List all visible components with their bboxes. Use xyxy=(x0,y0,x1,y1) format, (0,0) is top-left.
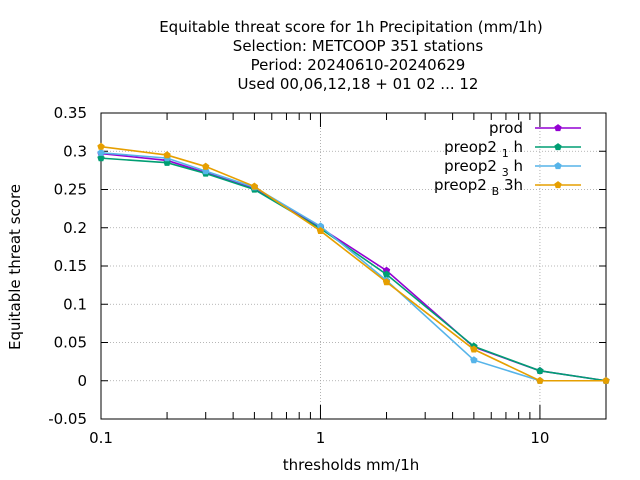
data-point xyxy=(250,182,259,190)
data-point xyxy=(316,226,325,234)
data-point xyxy=(536,376,544,384)
data-point xyxy=(97,142,105,150)
y-tick-label: 0.1 xyxy=(63,295,87,313)
series-line xyxy=(100,151,606,382)
y-tick-label: 0 xyxy=(77,372,87,390)
series-line xyxy=(100,145,606,382)
x-axis-label: thresholds mm/1h xyxy=(283,456,420,474)
series-line xyxy=(100,152,607,382)
data-point xyxy=(163,151,171,159)
y-tick-label: 0.25 xyxy=(54,181,87,199)
series-0 xyxy=(97,149,610,384)
legend-label: preop2 B 3h xyxy=(434,176,523,198)
legend-label: preop2 3 h xyxy=(444,157,523,179)
data-point xyxy=(202,162,210,170)
y-tick-label: 0.3 xyxy=(63,142,87,160)
data-point xyxy=(554,162,562,170)
data-point xyxy=(382,278,391,286)
legend-item-3: preop2 B 3h xyxy=(434,176,581,198)
series-1 xyxy=(97,154,610,384)
title-line-2: Selection: METCOOP 351 stations xyxy=(233,37,484,55)
data-point xyxy=(470,345,478,353)
series-2 xyxy=(97,148,610,384)
data-point xyxy=(97,148,105,156)
legend-label: preop2 1 h xyxy=(444,138,523,160)
data-point xyxy=(536,366,544,374)
series-3 xyxy=(97,142,610,384)
legend-item-0: prod xyxy=(489,119,581,137)
legend-item-2: preop2 3 h xyxy=(444,157,581,179)
data-point xyxy=(470,356,478,364)
data-point xyxy=(554,143,562,151)
x-tick-label: 1 xyxy=(316,429,326,447)
series-line xyxy=(100,157,607,382)
x-tick-label: 0.1 xyxy=(89,429,113,447)
axes: -0.05 0 0.05 0.1 0.15 0.2 0.25 0.3 0.35 0.1 1 10 xyxy=(48,104,607,447)
data-point xyxy=(554,124,562,132)
legend-item-1: preop2 1 h xyxy=(444,138,581,160)
series-layer xyxy=(97,142,610,384)
y-tick-label: -0.05 xyxy=(48,410,87,428)
plot-frame xyxy=(100,112,607,420)
legend-label: prod xyxy=(489,119,523,137)
title-line-3: Period: 20240610-20240629 xyxy=(251,56,466,74)
y-tick-label: 0.05 xyxy=(54,334,87,352)
title-line-1: Equitable threat score for 1h Precipitat… xyxy=(159,18,543,36)
grid xyxy=(101,113,606,419)
y-axis-label: Equitable threat score xyxy=(6,184,24,350)
y-tick-label: 0.35 xyxy=(54,104,87,122)
y-tick-label: 0.2 xyxy=(63,219,87,237)
x-tick-label: 10 xyxy=(530,429,549,447)
title-line-4: Used 00,06,12,18 + 01 02 ... 12 xyxy=(238,75,479,93)
data-point xyxy=(554,181,562,189)
data-point xyxy=(97,154,105,162)
chart-title: Equitable threat score for 1h Precipitat… xyxy=(159,18,543,93)
data-point xyxy=(602,376,610,384)
y-tick-label: 0.15 xyxy=(54,257,87,275)
